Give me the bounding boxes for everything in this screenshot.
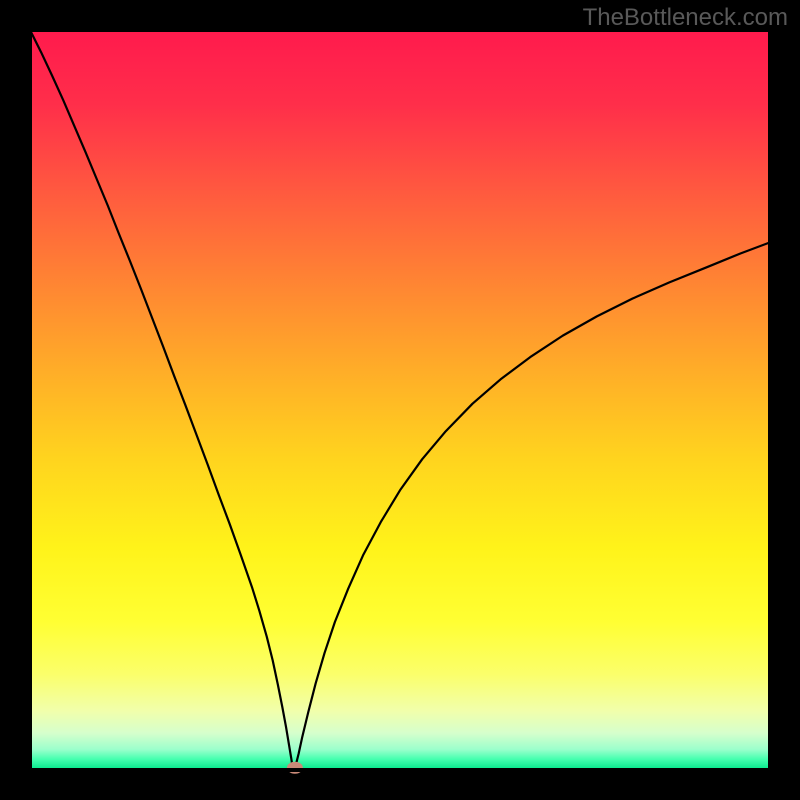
plot-gradient-background — [30, 30, 770, 770]
bottleneck-curve-svg — [0, 0, 800, 800]
bottleneck-chart: TheBottleneck.com — [0, 0, 800, 800]
